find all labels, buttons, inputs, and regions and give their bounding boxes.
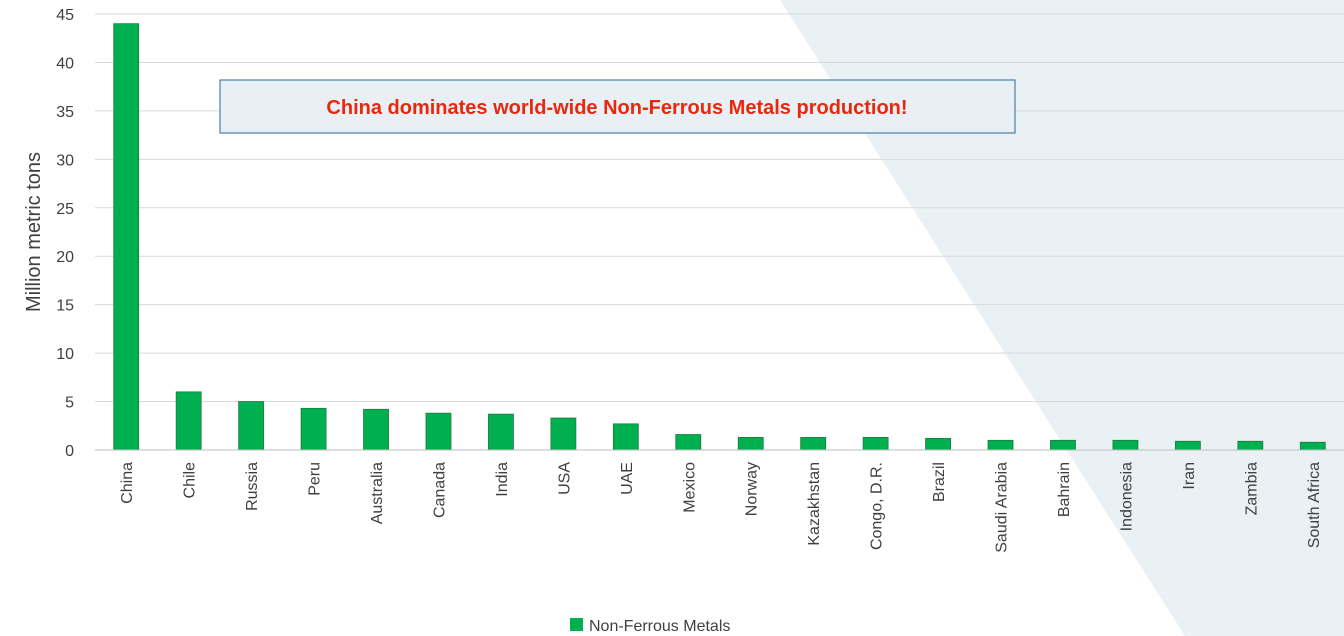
bar [238, 401, 265, 451]
x-tick-label: Canada [431, 462, 448, 518]
y-tick-label: 15 [56, 298, 74, 315]
legend: Non-Ferrous Metals [570, 618, 730, 635]
y-axis-title: Million metric tons [23, 152, 45, 312]
bar [113, 23, 140, 451]
bar [550, 417, 577, 451]
x-tick-label: Indonesia [1118, 462, 1135, 531]
legend-label: Non-Ferrous Metals [589, 618, 730, 635]
x-tick-label: Kazakhstan [806, 462, 823, 546]
y-axis-ticks: 0 5 10 15 20 25 30 35 40 45 [56, 7, 74, 460]
bar [737, 437, 764, 451]
x-tick-label: Congo, D.R. [869, 462, 886, 550]
x-tick-label: Iran [1181, 462, 1198, 490]
y-tick-label: 10 [56, 346, 74, 363]
y-tick-label: 0 [65, 443, 74, 460]
x-tick-label: Russia [244, 462, 261, 511]
x-tick-label: Zambia [1243, 462, 1260, 515]
bar [612, 423, 639, 451]
x-tick-label: Mexico [681, 462, 698, 513]
x-tick-label: Australia [369, 462, 386, 524]
x-tick-label: Bahrain [1056, 462, 1073, 517]
x-tick-label: India [494, 462, 511, 497]
annotation-box [219, 79, 1016, 134]
y-tick-label: 5 [65, 395, 74, 412]
x-axis-labels: China Chile Russia Peru Australia Canada India… [119, 462, 1323, 553]
y-tick-label: 25 [56, 201, 74, 218]
bar [1050, 439, 1076, 451]
bar [925, 437, 951, 451]
x-tick-label: South Africa [1306, 462, 1323, 548]
y-tick-label: 30 [56, 152, 74, 169]
bar [300, 407, 327, 451]
x-tick-label: Saudi Arabia [994, 462, 1011, 553]
bar [1299, 441, 1326, 451]
x-tick-label: UAE [619, 462, 636, 495]
legend-swatch [570, 618, 583, 631]
grid-lines [95, 13, 1344, 403]
bar [862, 437, 889, 451]
bar [1237, 440, 1264, 451]
bar [1112, 439, 1139, 451]
bar [175, 391, 202, 451]
y-tick-label: 35 [56, 104, 74, 121]
bar [675, 434, 702, 451]
x-tick-label: Norway [744, 462, 761, 516]
bars [113, 23, 1326, 451]
annotation-text: China dominates world-wide Non-Ferrous M… [326, 97, 907, 119]
x-tick-label: China [119, 462, 136, 504]
bar [425, 412, 452, 451]
bar [363, 408, 389, 451]
bar [1174, 440, 1201, 451]
y-tick-label: 20 [56, 249, 74, 266]
x-tick-label: Peru [307, 462, 324, 496]
y-tick-label: 40 [56, 55, 74, 72]
bar [800, 437, 827, 451]
x-tick-label: USA [556, 462, 573, 495]
annotation-callout: China dominates world-wide Non-Ferrous M… [219, 79, 1016, 134]
y-tick-label: 45 [56, 7, 74, 24]
x-tick-label: Brazil [931, 462, 948, 502]
x-tick-label: Chile [182, 462, 199, 499]
bar [488, 413, 514, 451]
bar [987, 439, 1014, 451]
